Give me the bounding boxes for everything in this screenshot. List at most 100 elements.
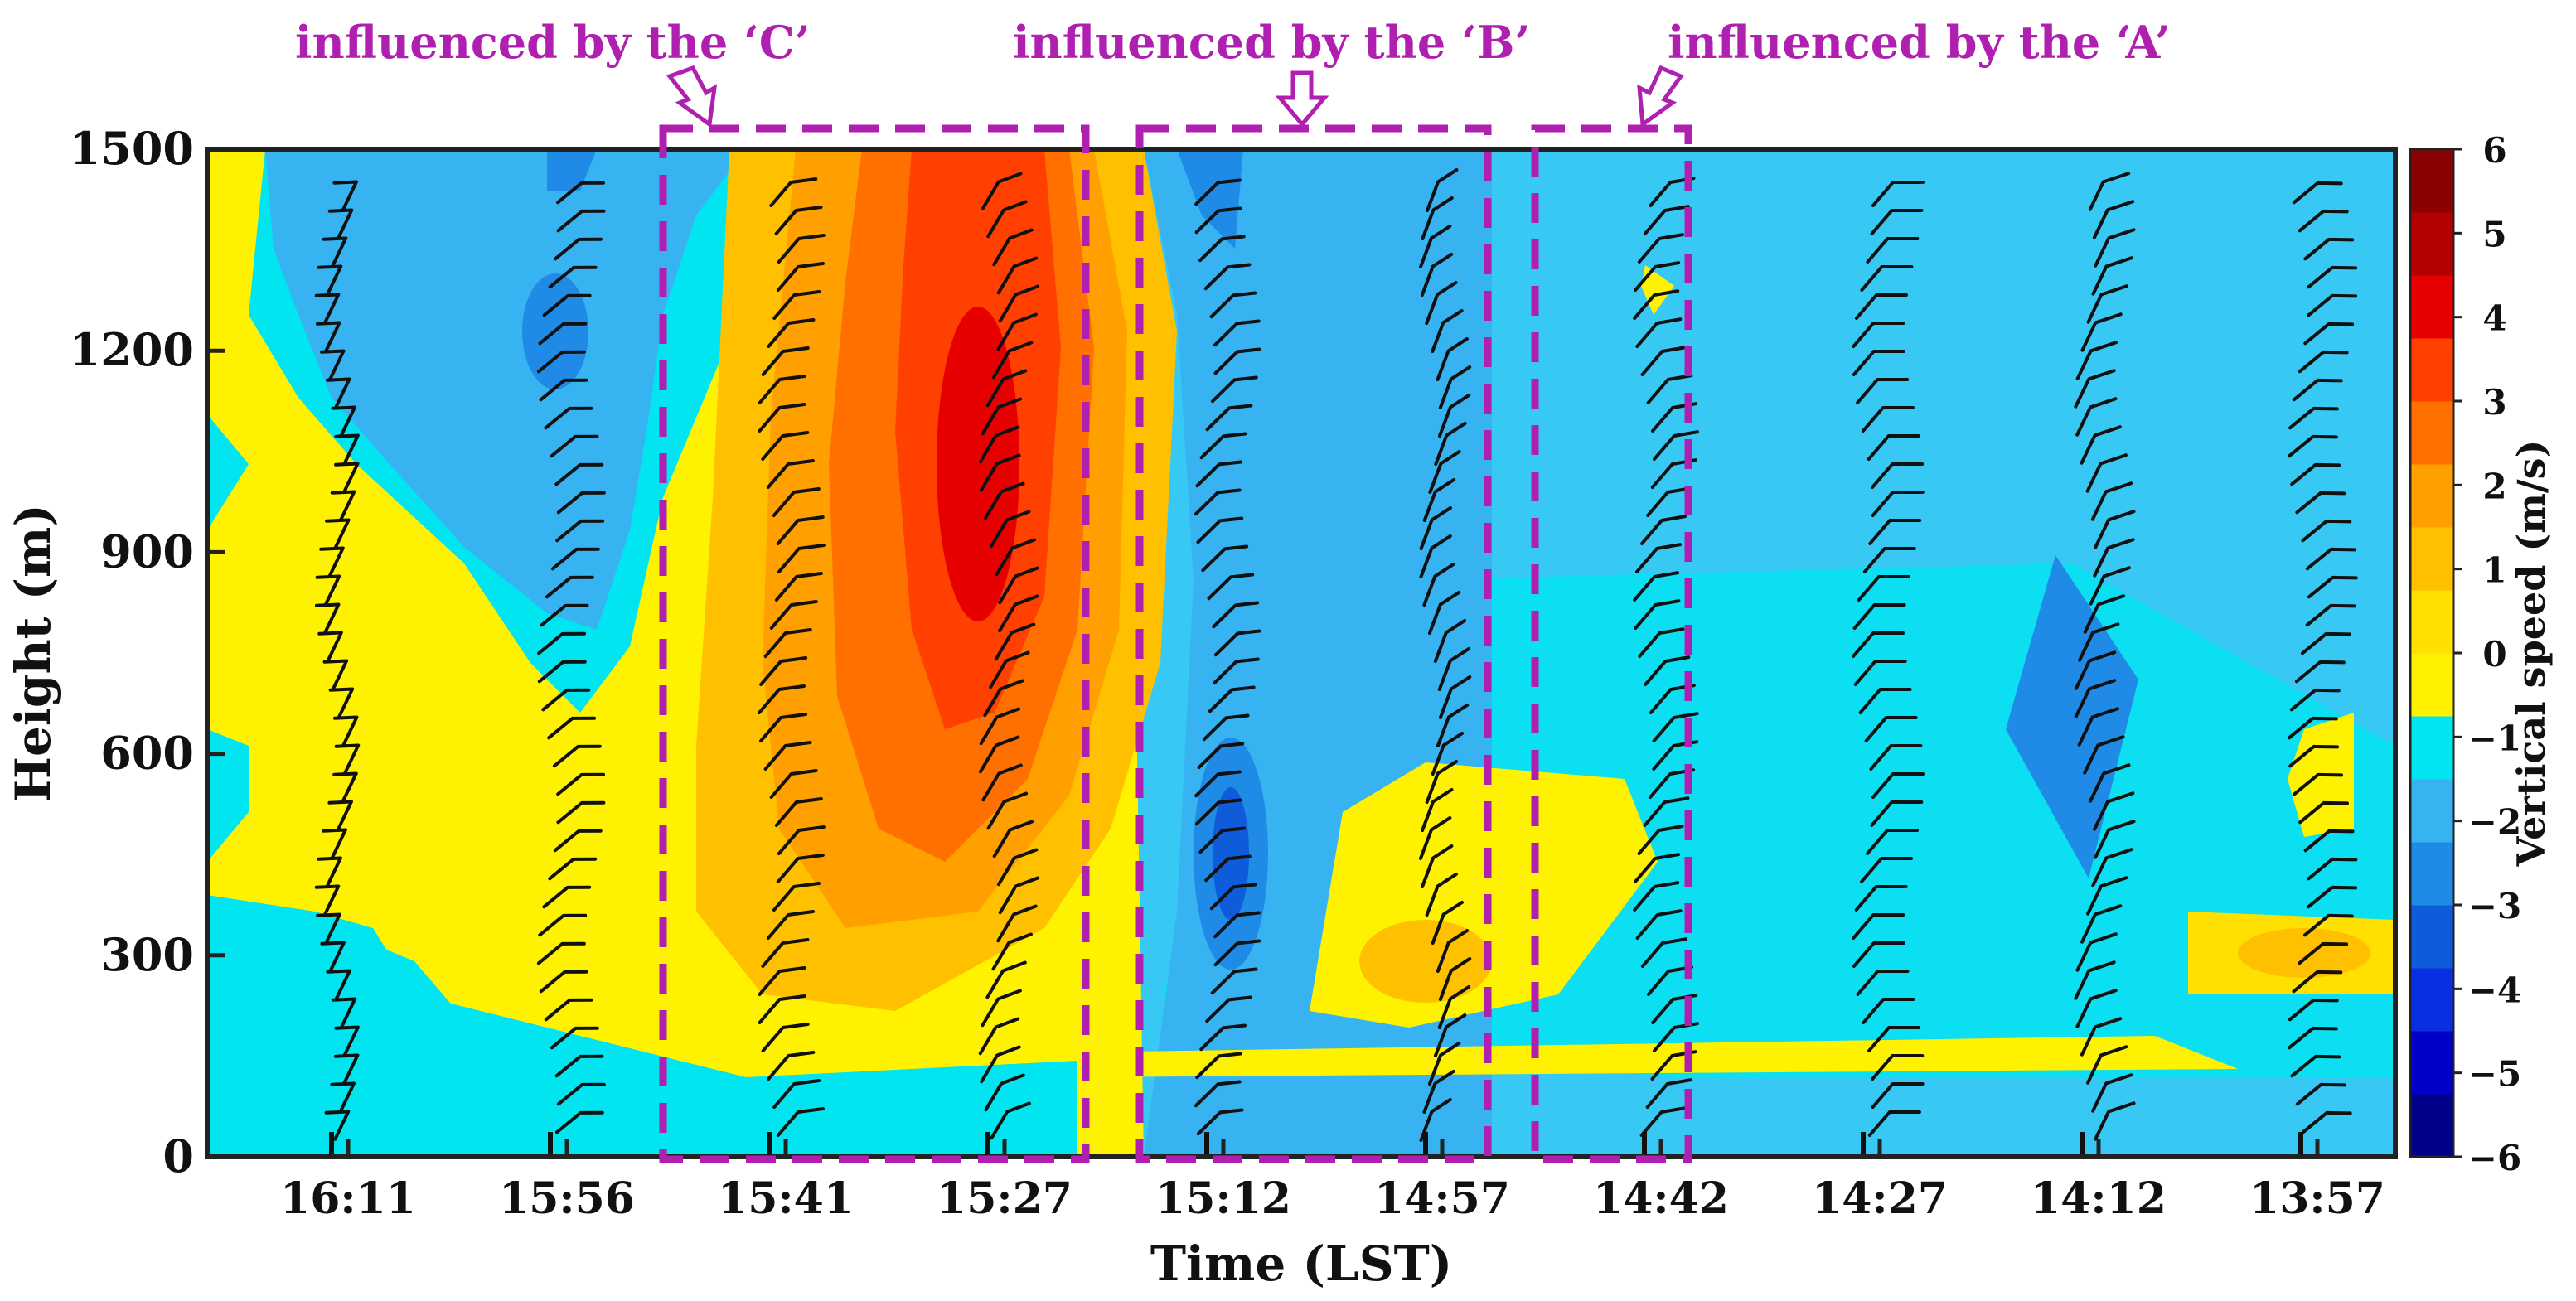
wind-barb xyxy=(1198,235,1246,263)
wind-barb xyxy=(540,603,589,627)
wind-barb xyxy=(991,341,1034,380)
wind-barb xyxy=(1434,421,1467,466)
wind-barb xyxy=(1213,347,1261,375)
wind-barb xyxy=(332,180,359,211)
y-axis: 0 300 600 900 1200 1500 xyxy=(70,122,225,1183)
wind-barb xyxy=(538,322,588,346)
colorbar-segment xyxy=(2410,212,2453,276)
wind-barb xyxy=(544,998,593,1022)
annotation-arrow-A xyxy=(1637,65,1684,128)
wind-barb xyxy=(320,349,346,380)
wind-barb xyxy=(1194,488,1242,516)
wind-barb xyxy=(542,293,592,317)
wind-barb xyxy=(777,544,826,573)
colorbar-tick-label: 4 xyxy=(2482,298,2506,339)
wind-barb xyxy=(1639,1106,1687,1137)
colorbar-tick-label: 1 xyxy=(2482,550,2506,591)
wind-barb xyxy=(322,236,348,268)
wind-barb xyxy=(1426,167,1459,212)
wind-barb xyxy=(772,882,821,912)
wind-barb xyxy=(2083,594,2126,634)
wind-barb xyxy=(1637,825,1684,855)
wind-barb xyxy=(1428,449,1461,494)
wind-barb xyxy=(2077,707,2119,747)
wind-barb xyxy=(759,656,808,686)
x-tick-label: 13:57 xyxy=(2249,1173,2385,1224)
wind-barb xyxy=(327,800,353,831)
field-right-blue-diamond xyxy=(2006,555,2138,878)
wind-barb xyxy=(1852,913,1905,940)
wind-barb xyxy=(2094,820,2136,859)
wind-barb xyxy=(1438,365,1472,409)
wind-barb xyxy=(2294,660,2346,684)
wind-barb xyxy=(539,378,588,402)
wind-barb xyxy=(322,828,347,859)
annotation-label-B: influenced by the ‘B’ xyxy=(1013,16,1530,69)
x-tick-label: 14:42 xyxy=(1593,1173,1729,1224)
wind-barb xyxy=(1195,460,1243,488)
wind-barb xyxy=(1644,655,1691,686)
wind-barb xyxy=(1213,319,1261,347)
wind-barb xyxy=(2094,228,2136,268)
annotation-label-C: influenced by the ‘C’ xyxy=(295,16,811,69)
wind-barb xyxy=(1634,261,1681,292)
wind-barb xyxy=(1212,601,1260,629)
wind-barb xyxy=(2078,622,2120,662)
wind-barb xyxy=(1202,713,1250,742)
wind-barb xyxy=(1211,375,1258,404)
wind-barb xyxy=(1422,477,1456,522)
wind-barb xyxy=(2074,650,2117,690)
wind-barb xyxy=(2305,547,2356,571)
wind-barb xyxy=(2080,312,2123,352)
wind-barb xyxy=(1871,1082,1925,1109)
wind-barb xyxy=(555,519,605,543)
wind-barb xyxy=(2089,763,2131,803)
field-B-orange xyxy=(1359,920,1492,1003)
wind-barb xyxy=(326,969,351,1000)
wind-barb xyxy=(1427,1041,1461,1086)
wind-barb xyxy=(774,797,823,827)
wind-barb xyxy=(991,932,1033,971)
wind-barb xyxy=(996,256,1039,295)
wind-barb xyxy=(998,594,1039,633)
wind-barb xyxy=(1421,787,1454,832)
wind-barb xyxy=(1646,486,1693,517)
wind-barb xyxy=(1853,660,1907,686)
wind-barb xyxy=(1199,1023,1247,1052)
wind-barb xyxy=(1871,462,1925,489)
wind-barb xyxy=(1633,881,1680,912)
wind-barb xyxy=(2292,970,2343,994)
wind-barb xyxy=(2075,989,2118,1028)
wind-barb xyxy=(1871,1054,1925,1081)
colorbar-tick-label: −2 xyxy=(2468,802,2521,843)
wind-barb xyxy=(1643,796,1690,827)
wind-barb xyxy=(761,346,810,376)
annotation-box-B xyxy=(1135,124,1492,1163)
wind-barb xyxy=(556,800,606,825)
wind-barb xyxy=(556,1082,606,1106)
wind-barb xyxy=(1194,178,1242,206)
annotation-box-A xyxy=(1531,124,1692,1163)
wind-barb xyxy=(1868,519,1922,545)
vertical-speed-field xyxy=(207,149,2395,1157)
wind-barb xyxy=(1852,631,1905,658)
wind-barb xyxy=(1213,911,1261,939)
wind-barb xyxy=(1852,941,1905,968)
wind-barb xyxy=(2086,284,2128,324)
y-tick-label: 900 xyxy=(100,525,194,578)
wind-barb xyxy=(314,293,341,324)
wind-barb xyxy=(1419,505,1452,550)
wind-barb xyxy=(319,546,345,578)
wind-barb xyxy=(1194,1080,1242,1108)
wind-barb xyxy=(325,377,351,409)
wind-barb xyxy=(327,208,354,239)
wind-barb xyxy=(2094,510,2136,549)
wind-barb xyxy=(2080,1017,2123,1057)
annotation-label-A: influenced by the ‘A’ xyxy=(1668,16,2171,69)
wind-barb xyxy=(777,825,826,855)
field-low-yellow-band xyxy=(1077,1036,2238,1077)
wind-barb xyxy=(1858,688,1912,714)
wind-barb xyxy=(332,771,358,803)
wind-barb xyxy=(758,966,806,996)
